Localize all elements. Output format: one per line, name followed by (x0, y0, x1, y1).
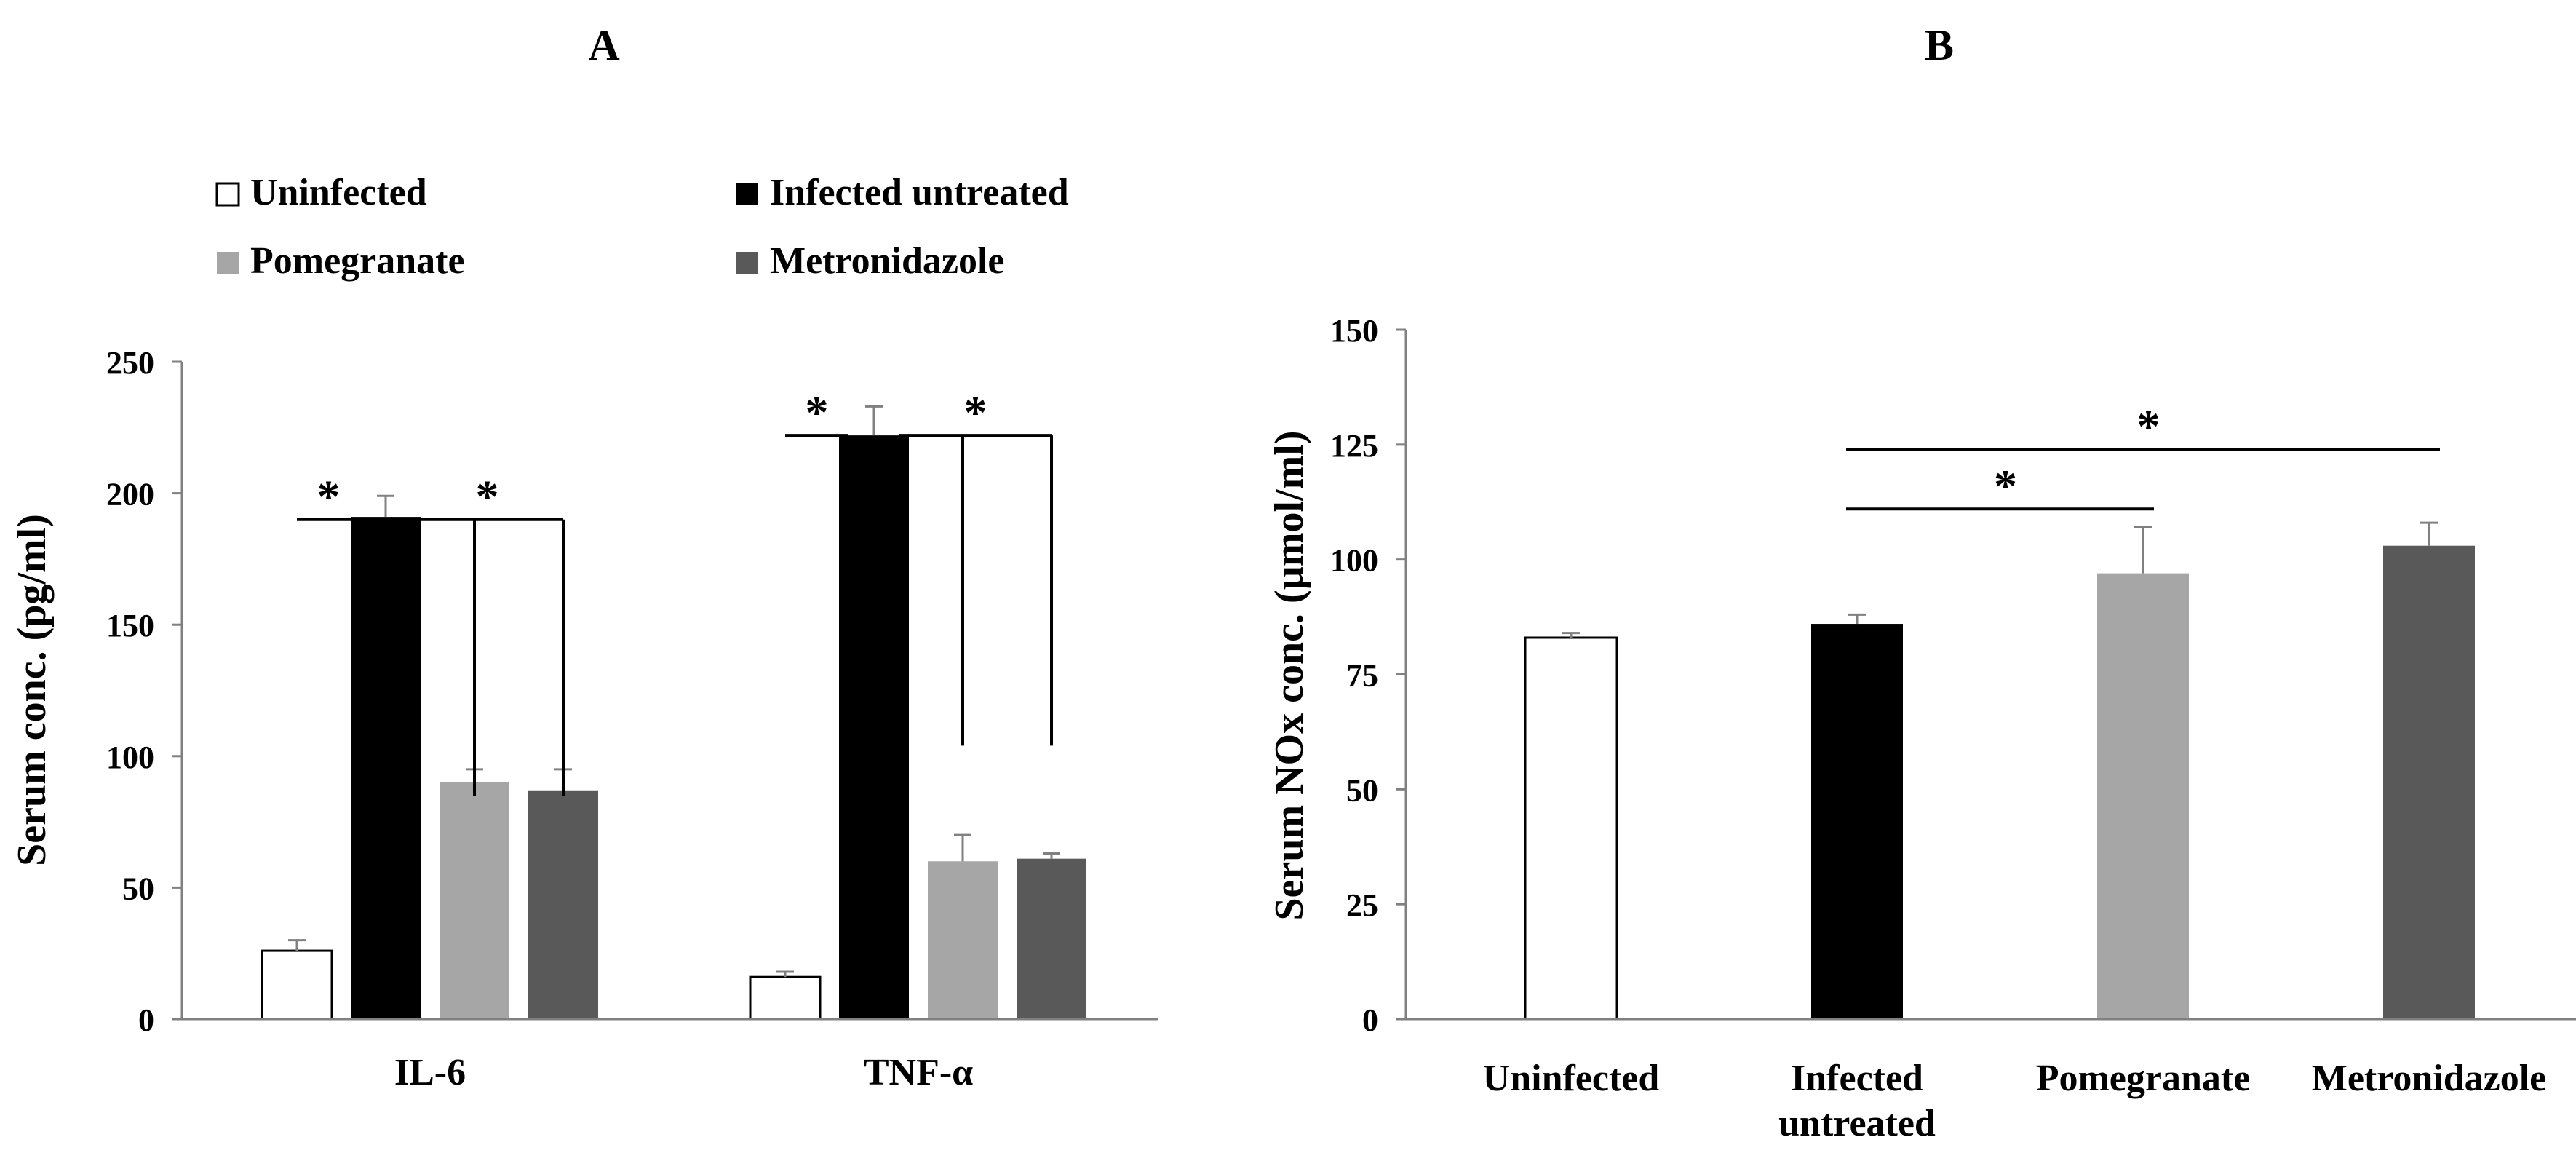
x-tick-label-uninfected: Uninfected (1483, 1058, 1660, 1099)
bar-metronidazole-tnf (1017, 858, 1086, 1019)
significance-star: * (476, 471, 499, 523)
x-tick-label-il-6: IL-6 (394, 1052, 466, 1093)
x-tick-label-line: Metronidazole (2312, 1058, 2547, 1099)
x-tick-label-metronidazole: Metronidazole (2312, 1058, 2547, 1099)
bar-infected-untreated (1811, 624, 1903, 1019)
x-tick-label-line: Infected (1791, 1058, 1923, 1099)
legend-swatch-uninfected (215, 182, 240, 207)
legend-swatch-infected-untreated (736, 183, 758, 205)
bar-pomegranate-il-6 (440, 782, 509, 1019)
y-tick-label: 100 (1330, 543, 1378, 579)
bar-metronidazole (2383, 545, 2475, 1019)
legend-label-infected-untreated: Infected untreated (770, 172, 1069, 213)
significance-star: * (1994, 460, 2017, 512)
x-tick-label-line: Pomegranate (2036, 1058, 2251, 1099)
x-tick-label-pomegranate: Pomegranate (2036, 1058, 2251, 1099)
legend-swatch-pomegranate (217, 252, 239, 274)
bar-metronidazole-il-6 (528, 790, 598, 1019)
legend-label-uninfected: Uninfected (250, 172, 427, 213)
x-tick-label-tnf: TNF-α (864, 1052, 973, 1093)
y-axis-title: Serum conc. (pg/ml) (9, 514, 55, 866)
bar-pomegranate-tnf (928, 861, 998, 1019)
y-tick-label: 25 (1346, 887, 1378, 923)
bar-uninfected-il-6 (261, 949, 333, 1021)
y-tick-label: 50 (122, 871, 154, 906)
y-tick-label: 50 (1346, 772, 1378, 808)
legend-swatch-metronidazole (736, 252, 758, 274)
legend-label-pomegranate: Pomegranate (250, 240, 465, 282)
x-tick-label-line: Uninfected (1483, 1058, 1660, 1099)
significance-star: * (2137, 400, 2160, 452)
panel-a-title: A (588, 21, 619, 69)
bar-uninfected-tnf (749, 975, 822, 1021)
bar-uninfected (1524, 636, 1618, 1021)
y-tick-label: 250 (106, 345, 154, 381)
y-tick-label: 0 (1362, 1002, 1378, 1038)
y-tick-label: 200 (106, 477, 154, 512)
significance-star: * (806, 387, 829, 438)
chart-b: 0 25 50 75 100 125 150 Serum NOx conc. (µmol/ml… (1267, 313, 2576, 1144)
y-axis-title: Serum NOx conc. (µmol/ml) (1267, 430, 1312, 920)
x-tick-label-infected-untreated: Infected untreated (1778, 1058, 1936, 1144)
y-tick-label: 75 (1346, 658, 1378, 694)
bar-infected-untreated-tnf (839, 435, 909, 1019)
panel-b-title: B (1925, 21, 1954, 69)
bar-pomegranate (2097, 573, 2189, 1019)
x-tick-label-line: untreated (1778, 1103, 1936, 1144)
y-tick-label: 125 (1330, 428, 1378, 464)
y-tick-label: 150 (1330, 313, 1378, 349)
y-tick-label: 100 (106, 740, 154, 775)
bar-infected-untreated-il-6 (351, 517, 421, 1019)
significance-star: * (964, 387, 987, 438)
significance-star: * (317, 471, 341, 523)
chart-a: Uninfected Infected untreated Pomegranate M… (9, 172, 1158, 1093)
y-tick-label: 150 (106, 608, 154, 643)
legend-label-metronidazole: Metronidazole (770, 240, 1005, 282)
y-tick-label: 0 (138, 1002, 154, 1038)
